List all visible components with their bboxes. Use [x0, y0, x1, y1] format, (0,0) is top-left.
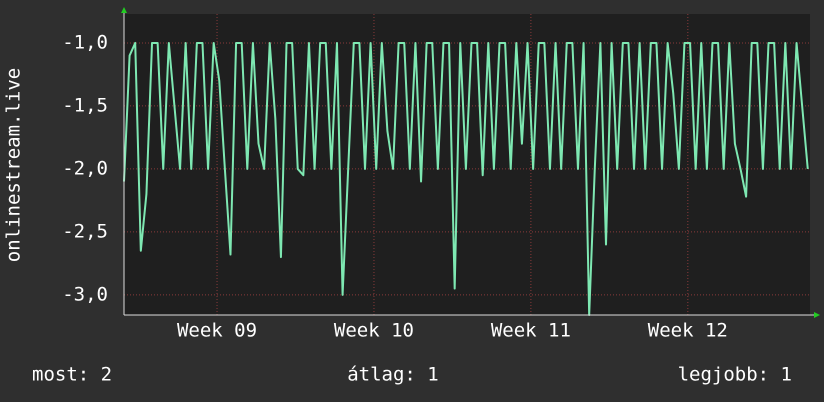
- y-tick-label: -2,5: [62, 220, 108, 242]
- y-tick-label: -1,0: [62, 31, 108, 53]
- x-tick-label: Week 09: [177, 320, 257, 342]
- x-tick-label: Week 12: [648, 320, 728, 342]
- x-axis-arrow: [814, 312, 820, 318]
- stat-current: most: 2: [32, 364, 112, 386]
- y-axis-label: onlinestream.live: [3, 68, 25, 262]
- x-tick-label: Week 10: [334, 320, 414, 342]
- y-tick-label: -2,0: [62, 157, 108, 179]
- data-line: [123, 41, 809, 316]
- plot: [123, 41, 809, 316]
- y-tick-label: -1,5: [62, 94, 108, 116]
- stat-average: átlag: 1: [347, 364, 439, 386]
- y-axis-arrow: [121, 7, 127, 13]
- stat-best: legjobb: 1: [678, 364, 792, 386]
- y-tick-label: -3,0: [62, 283, 108, 305]
- x-tick-label: Week 11: [491, 320, 571, 342]
